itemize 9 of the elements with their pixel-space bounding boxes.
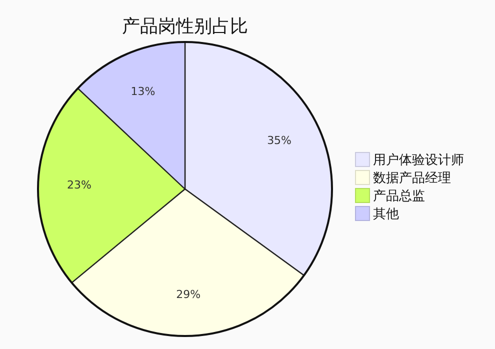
data-label: 23% [66, 178, 92, 192]
legend-label: 用户体验设计师 [373, 153, 464, 168]
legend-label: 数据产品经理 [373, 171, 451, 186]
data-label: 35% [267, 134, 292, 147]
data-label: 13% [130, 84, 156, 98]
legend-label: 其他 [373, 207, 399, 222]
legend-label: 产品总监 [373, 189, 425, 204]
chart-title: 产品岗性别占比 [122, 16, 248, 37]
data-label: 29% [176, 288, 201, 301]
